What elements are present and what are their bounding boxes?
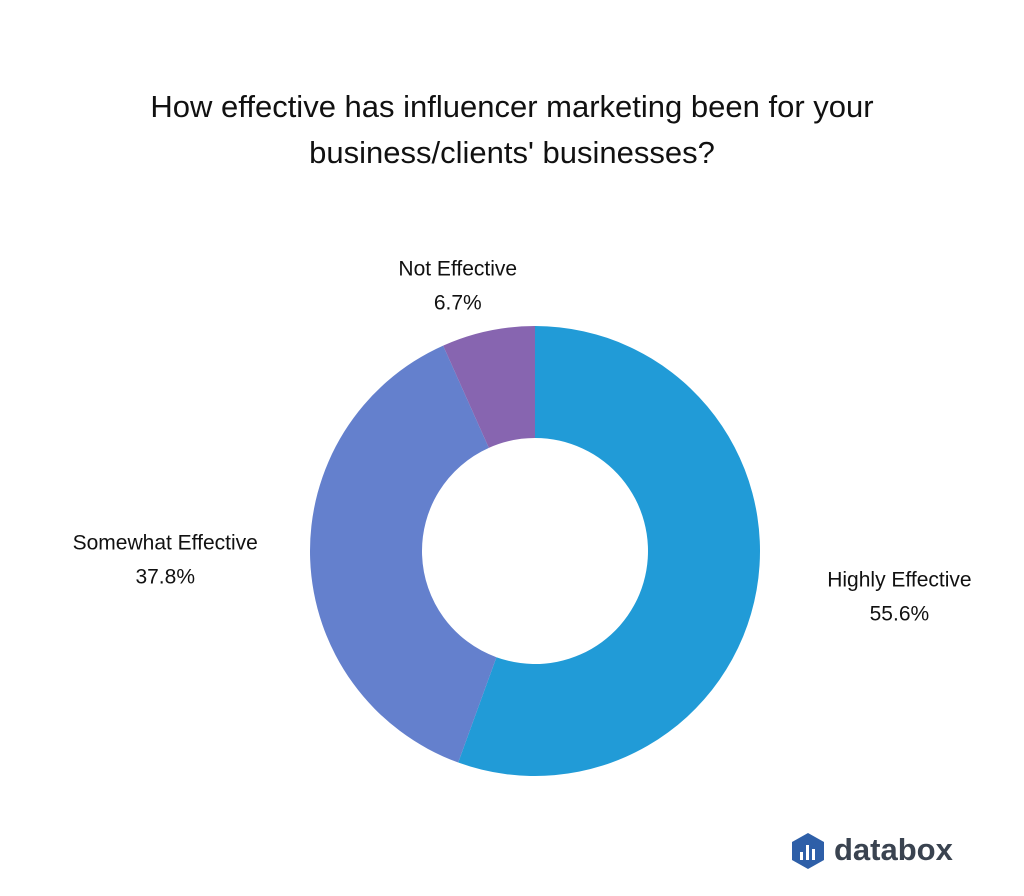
logo-bar xyxy=(806,845,809,860)
donut-slice xyxy=(443,326,535,448)
slice-label: Somewhat Effective xyxy=(73,531,258,554)
logo-bar xyxy=(800,852,803,860)
slice-label: Not Effective xyxy=(398,257,517,280)
brand-logo: databox xyxy=(792,832,954,869)
logo-bar xyxy=(812,849,815,860)
donut-slice xyxy=(310,345,497,763)
slice-value-label: 55.6% xyxy=(870,602,930,625)
slice-value-label: 6.7% xyxy=(434,291,482,314)
chart-title: How effective has influencer marketing b… xyxy=(150,89,874,170)
slice-value-label: 37.8% xyxy=(135,565,195,588)
donut-slice xyxy=(458,326,761,776)
slice-label: Highly Effective xyxy=(827,568,971,591)
brand-name: databox xyxy=(834,832,954,867)
